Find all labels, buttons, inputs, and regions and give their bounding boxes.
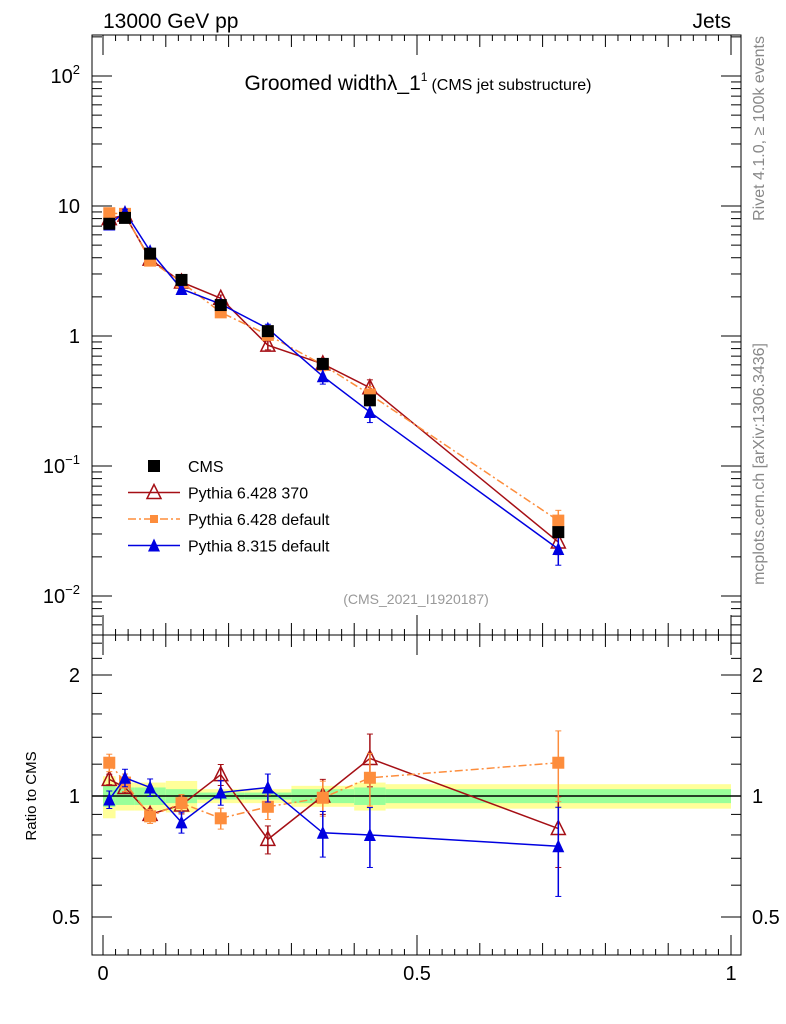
title-main: Groomed widthλ_1	[245, 72, 421, 95]
legend-item: Pythia 6.428 default	[128, 512, 330, 529]
marker-open-triangle	[145, 482, 163, 500]
marker-triangle	[261, 780, 274, 794]
marker-square	[261, 800, 274, 813]
marker-square	[261, 325, 274, 338]
title-sup: 1	[421, 70, 428, 84]
marker-square	[552, 756, 565, 769]
legend-label: CMS	[188, 459, 224, 476]
marker-square	[316, 791, 329, 804]
series-ratio-pythia-6-428-default	[103, 730, 565, 830]
x-tick-label: 0.5	[403, 963, 431, 985]
series-line	[108, 210, 559, 550]
y-tick-base: 10	[58, 196, 80, 218]
marker-square	[144, 254, 157, 267]
legend-label: Pythia 8.315 default	[188, 539, 330, 556]
legend-item: Pythia 6.428 370	[128, 482, 308, 503]
marker-square	[552, 514, 565, 527]
ratio-ylabel: Ratio to CMS	[23, 751, 40, 840]
marker-triangle	[214, 785, 227, 799]
marker-triangle	[316, 369, 329, 383]
marker-triangle	[144, 780, 157, 794]
marker-triangle	[175, 815, 188, 829]
y-tick-label: 10−2	[43, 582, 80, 608]
series-line	[109, 212, 559, 522]
y-tick-base: 10	[43, 586, 65, 608]
y-tick-base: 10	[43, 456, 65, 478]
marker-square	[214, 812, 227, 825]
marker-open-triangle	[259, 829, 277, 847]
marker-open-triangle	[259, 335, 277, 352]
marker-square	[175, 273, 188, 286]
marker-square	[103, 756, 116, 769]
legend: CMS Pythia 6.428 370 Pythia 6.428 default P…	[128, 459, 330, 556]
header-left: 13000 GeV pp	[103, 10, 238, 33]
marker-square	[316, 357, 329, 370]
title-subtitle: (CMS jet substructure)	[431, 77, 591, 94]
ratio-plot: 0 0.5 1 0.5 0.5 1 1 2 2	[52, 634, 780, 985]
y-tick-label: 10	[58, 196, 80, 218]
marker-square	[214, 299, 227, 312]
marker-triangle	[148, 538, 160, 552]
marker-triangle	[103, 792, 116, 806]
marker-square	[150, 515, 158, 523]
marker-square	[103, 217, 116, 230]
series-ratio-pythia-8-315-default	[103, 768, 565, 897]
marker-triangle	[175, 281, 188, 295]
ratio-y-tick-label: 0.5	[52, 907, 80, 929]
y-tick-label: 102	[51, 62, 80, 88]
marker-square	[144, 810, 157, 823]
header-right: Jets	[692, 10, 731, 33]
marker-square	[363, 394, 376, 407]
y-tick-exp: −1	[65, 452, 80, 467]
plot-title: Groomed widthλ_11 (CMS jet substructure)	[245, 70, 592, 95]
marker-square	[103, 207, 116, 220]
ratio-y-tick-label: 2	[752, 665, 763, 687]
legend-label: Pythia 6.428 default	[188, 512, 330, 529]
legend-label: Pythia 6.428 370	[188, 486, 308, 503]
y-tick-label: 1	[69, 326, 80, 348]
ratio-y-tick-label: 0.5	[752, 907, 780, 929]
marker-square	[118, 211, 131, 224]
marker-square	[363, 771, 376, 784]
series-main-pythia-6-428-370	[101, 205, 567, 556]
ratio-y-tick-label: 2	[69, 665, 80, 687]
marker-square	[552, 526, 565, 539]
y-tick-exp: 2	[73, 62, 80, 77]
side-label-rivet: Rivet 4.1.0, ≥ 100k events	[751, 36, 768, 221]
series-main-pythia-8-315-default	[103, 204, 565, 566]
y-tick-exp: −2	[65, 582, 80, 597]
series-main-cms	[103, 211, 565, 539]
marker-triangle	[552, 839, 565, 853]
ratio-y-tick-label: 1	[752, 786, 763, 808]
y-tick-base: 10	[51, 66, 73, 88]
marker-triangle	[118, 770, 131, 784]
ratio-y-tick-label: 1	[69, 786, 80, 808]
side-label-mcplots: mcplots.cern.ch [arXiv:1306.3436]	[751, 343, 768, 585]
marker-square	[144, 247, 157, 260]
y-tick-label: 10−1	[43, 452, 80, 478]
legend-item: Pythia 8.315 default	[128, 538, 330, 556]
legend-item: CMS	[148, 459, 224, 476]
x-tick-label: 1	[725, 963, 736, 985]
marker-triangle	[363, 405, 376, 419]
marker-square	[175, 797, 188, 810]
marker-triangle	[552, 541, 565, 555]
marker-open-triangle	[101, 769, 118, 787]
marker-square	[148, 460, 160, 472]
marker-triangle	[316, 825, 329, 839]
analysis-tag: (CMS_2021_I1920187)	[343, 591, 489, 607]
y-tick-base: 1	[69, 326, 80, 348]
x-tick-label: 0	[97, 963, 108, 985]
marker-triangle	[363, 827, 376, 841]
series-line	[108, 761, 559, 820]
